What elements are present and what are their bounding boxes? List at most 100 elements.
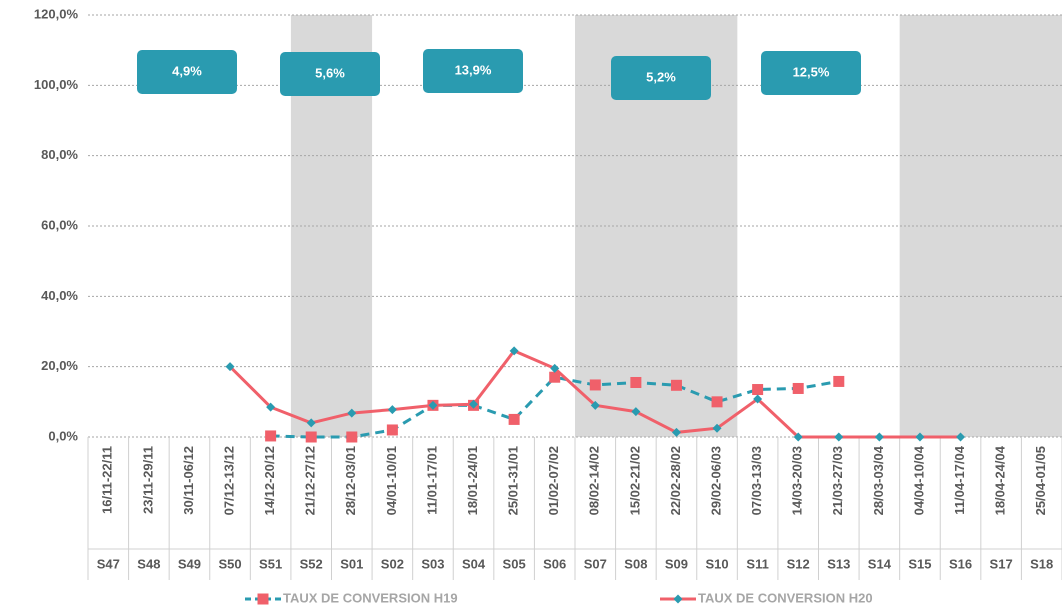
- marker: [549, 371, 561, 383]
- marker: [346, 431, 358, 443]
- x-tick-label: 15/02-21/02: [627, 446, 642, 515]
- marker: [428, 400, 438, 410]
- marker: [631, 407, 641, 417]
- week-label: S16: [949, 556, 972, 571]
- x-tick-label: 21/03-27/03: [830, 446, 845, 515]
- x-tick-label: 28/03-03/04: [871, 445, 886, 515]
- marker: [793, 432, 803, 442]
- x-tick-label: 08/02-14/02: [587, 446, 602, 515]
- x-tick-label: 21/12-27/12: [303, 446, 318, 515]
- marker: [834, 432, 844, 442]
- annotation-text: 5,2%: [646, 69, 676, 84]
- week-label: S02: [381, 556, 404, 571]
- week-label: S49: [178, 556, 201, 571]
- annotation-box: [423, 49, 523, 93]
- week-label: S48: [137, 556, 160, 571]
- marker: [833, 375, 845, 387]
- marker: [712, 423, 722, 433]
- annotation-text: 4,9%: [172, 63, 202, 78]
- annotation-box: [761, 51, 861, 95]
- x-tick-label: 28/12-03/01: [343, 446, 358, 515]
- marker: [306, 418, 316, 428]
- marker: [630, 376, 642, 388]
- annotation-box: [611, 56, 711, 100]
- marker: [266, 402, 276, 412]
- week-label: S01: [340, 556, 363, 571]
- series-line: [270, 375, 840, 439]
- marker: [550, 363, 560, 373]
- marker: [874, 432, 884, 442]
- week-label: S47: [97, 556, 120, 571]
- marker: [508, 413, 520, 425]
- legend-label: TAUX DE CONVERSION H19: [283, 590, 458, 605]
- x-tick-label: 30/11-06/12: [181, 446, 196, 515]
- marker: [387, 405, 397, 415]
- marker: [670, 379, 682, 391]
- week-label: S18: [1030, 556, 1053, 571]
- marker: [589, 379, 601, 391]
- week-label: S13: [827, 556, 850, 571]
- y-tick-label: 80,0%: [41, 147, 78, 162]
- x-tick-label: 01/02-07/02: [546, 446, 561, 515]
- marker: [956, 432, 966, 442]
- annotation-text: 12,5%: [793, 64, 830, 79]
- marker: [711, 396, 723, 408]
- x-tick-label: 14/03-20/03: [790, 446, 805, 515]
- y-tick-label: 20,0%: [41, 358, 78, 373]
- y-tick-label: 100,0%: [34, 77, 79, 92]
- marker: [915, 432, 925, 442]
- week-label: S14: [868, 556, 892, 571]
- marker: [305, 431, 317, 443]
- x-tick-label: 22/02-28/02: [668, 446, 683, 515]
- x-tick-label: 04/01-10/01: [384, 446, 399, 515]
- week-label: S05: [503, 556, 526, 571]
- marker: [347, 408, 357, 418]
- week-label: S04: [462, 556, 486, 571]
- week-label: S03: [421, 556, 444, 571]
- week-label: S12: [787, 556, 810, 571]
- week-label: S17: [990, 556, 1013, 571]
- annotation-box: [137, 50, 237, 94]
- legend-label: TAUX DE CONVERSION H20: [698, 590, 873, 605]
- week-label: S50: [218, 556, 241, 571]
- x-tick-label: 11/01-17/01: [424, 446, 439, 515]
- x-tick-label: 14/12-20/12: [262, 446, 277, 515]
- y-tick-label: 0,0%: [48, 428, 78, 443]
- x-tick-label: 16/11-22/11: [100, 446, 115, 514]
- x-tick-label: 11/04-17/04: [952, 445, 967, 514]
- marker: [225, 362, 235, 372]
- x-tick-label: 07/03-13/03: [749, 446, 764, 515]
- y-tick-label: 120,0%: [34, 6, 79, 21]
- x-tick-label: 23/11-29/11: [140, 446, 155, 514]
- marker: [386, 424, 398, 436]
- week-label: S10: [705, 556, 728, 571]
- annotation-text: 5,6%: [315, 65, 345, 80]
- x-tick-label: 04/04-10/04: [911, 445, 926, 515]
- marker: [265, 430, 277, 442]
- annotation-box: [280, 52, 380, 96]
- x-tick-label: 07/12-13/12: [221, 446, 236, 515]
- legend-marker: [673, 594, 683, 604]
- week-label: S52: [300, 556, 323, 571]
- x-tick-label: 29/02-06/03: [708, 446, 723, 515]
- marker: [671, 427, 681, 437]
- marker: [753, 394, 763, 404]
- marker: [509, 346, 519, 356]
- x-tick-label: 25/04-01/05: [1033, 446, 1048, 515]
- week-label: S09: [665, 556, 688, 571]
- marker: [590, 400, 600, 410]
- marker: [469, 399, 479, 409]
- y-tick-label: 40,0%: [41, 288, 78, 303]
- week-label: S06: [543, 556, 566, 571]
- marker: [752, 384, 764, 396]
- y-tick-label: 60,0%: [41, 217, 78, 232]
- week-label: S07: [584, 556, 607, 571]
- week-label: S51: [259, 556, 282, 571]
- x-tick-label: 25/01-31/01: [506, 446, 521, 515]
- annotation-text: 13,9%: [455, 62, 492, 77]
- week-label: S11: [746, 556, 768, 571]
- week-label: S08: [624, 556, 647, 571]
- week-label: S15: [908, 556, 931, 571]
- x-tick-label: 18/01-24/01: [465, 446, 480, 515]
